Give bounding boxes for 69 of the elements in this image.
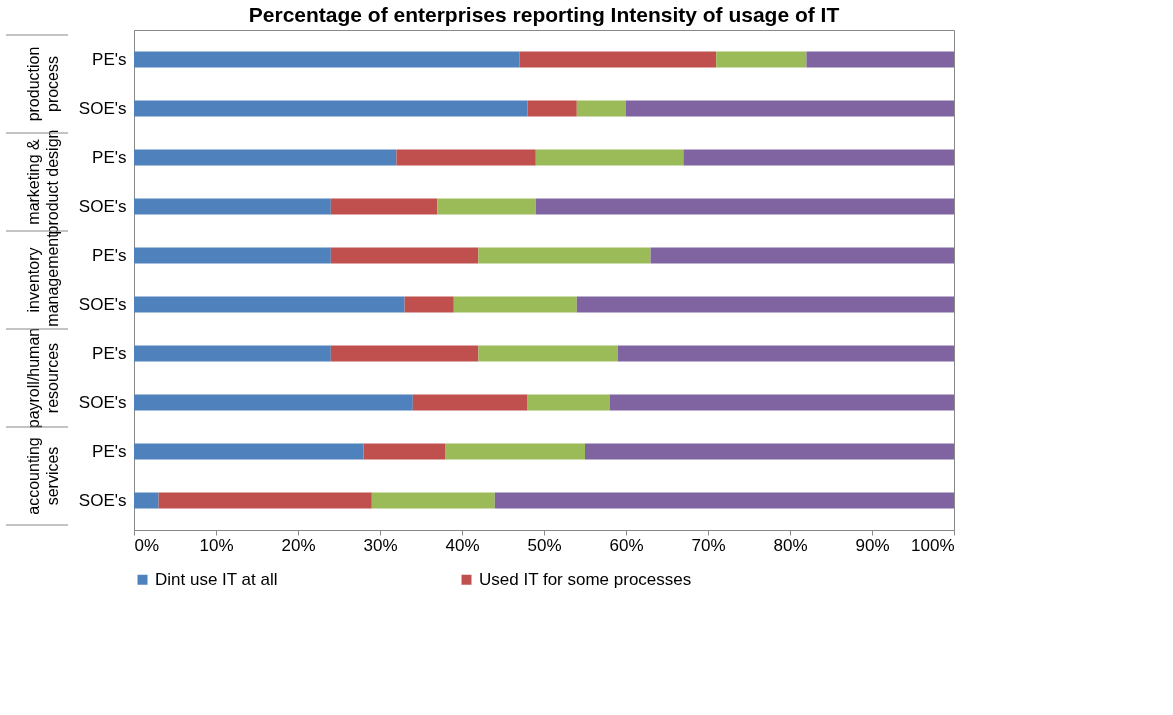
x-tick-label: 40% [445, 535, 480, 555]
y-tick-label: PE's [92, 246, 127, 265]
bar [535, 149, 684, 166]
bar [134, 51, 520, 68]
bar [576, 296, 954, 313]
bar [134, 296, 405, 313]
x-tick-label: 70% [691, 535, 726, 555]
bar [478, 247, 651, 264]
bar [806, 51, 954, 68]
bar [134, 345, 331, 362]
y-tick-label: PE's [92, 344, 127, 363]
y-tick-label: PE's [92, 50, 127, 69]
bar [134, 100, 528, 117]
bar [134, 247, 331, 264]
bar [404, 296, 454, 313]
text: inventory management [25, 232, 61, 327]
bar [445, 443, 585, 460]
bar [519, 51, 717, 68]
bar [396, 149, 536, 166]
y-tick-label: SOE's [78, 197, 127, 216]
x-tick-label: 50% [527, 535, 562, 555]
bar [330, 247, 479, 264]
bar [527, 394, 610, 411]
bar [330, 198, 438, 215]
bar [626, 100, 954, 117]
bar [134, 492, 159, 509]
y-tick-label: SOE's [78, 491, 127, 510]
bar [371, 492, 495, 509]
bar [716, 51, 807, 68]
bar [437, 198, 536, 215]
x-tick-label: 100% [911, 535, 955, 555]
bar [527, 100, 577, 117]
text: marketing & product design [25, 129, 61, 235]
bar [134, 149, 397, 166]
x-tick-label: 60% [609, 535, 644, 555]
x-tick-label: 90% [855, 535, 890, 555]
bar [134, 198, 331, 215]
bar [609, 394, 954, 411]
text: payroll/human resources [25, 327, 61, 429]
bar [576, 100, 626, 117]
y-tick-label: PE's [92, 442, 127, 461]
y-tick-label: PE's [92, 148, 127, 167]
bar [412, 394, 528, 411]
legend-label: Used IT for some processes [479, 569, 692, 589]
x-tick-label: 0% [134, 535, 160, 555]
chart-title: Percentage of enterprises reporting Intensity of usage of IT [248, 3, 840, 26]
bar [535, 198, 954, 215]
legend-label: Dint use IT at all [155, 569, 278, 589]
bar [134, 394, 413, 411]
y-tick-label: SOE's [78, 295, 127, 314]
x-tick-label: 30% [363, 535, 398, 555]
bar [134, 443, 364, 460]
y-tick-label: SOE's [78, 99, 127, 118]
bar [478, 345, 618, 362]
bar [363, 443, 446, 460]
y-tick-label: SOE's [78, 393, 127, 412]
bar [330, 345, 479, 362]
x-tick-label: 80% [773, 535, 808, 555]
bar [585, 443, 954, 460]
text: accounting services [25, 437, 61, 515]
bar [453, 296, 577, 313]
bar [494, 492, 954, 509]
x-tick-label: 20% [281, 535, 316, 555]
bar [650, 247, 954, 264]
bar [617, 345, 954, 362]
bar [158, 492, 372, 509]
text: production process [25, 46, 61, 122]
bar [683, 149, 954, 166]
x-tick-label: 10% [199, 535, 234, 555]
